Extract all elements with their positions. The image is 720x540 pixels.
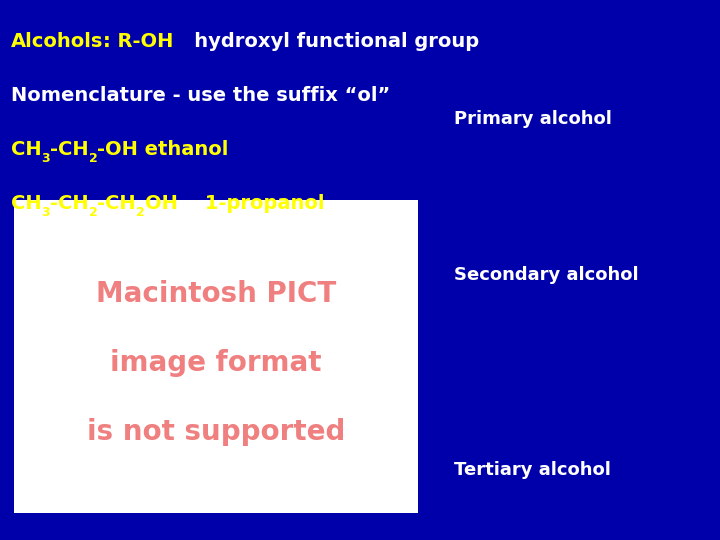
Text: -OH ethanol: -OH ethanol <box>97 140 229 159</box>
Text: Primary alcohol: Primary alcohol <box>454 110 611 128</box>
Text: Tertiary alcohol: Tertiary alcohol <box>454 461 611 479</box>
Text: -CH: -CH <box>50 194 89 213</box>
Text: CH: CH <box>11 140 42 159</box>
Text: 2: 2 <box>136 206 145 219</box>
Text: 3: 3 <box>42 206 50 219</box>
Text: 2: 2 <box>89 152 97 165</box>
Text: OH    1-propanol: OH 1-propanol <box>145 194 324 213</box>
Text: CH: CH <box>11 194 42 213</box>
Text: -CH: -CH <box>50 140 89 159</box>
Text: -CH: -CH <box>97 194 136 213</box>
Text: Nomenclature - use the suffix “ol”: Nomenclature - use the suffix “ol” <box>11 86 390 105</box>
Text: 2: 2 <box>89 206 97 219</box>
Text: hydroxyl functional group: hydroxyl functional group <box>174 32 479 51</box>
Text: Secondary alcohol: Secondary alcohol <box>454 266 638 285</box>
Text: Macintosh PICT: Macintosh PICT <box>96 280 336 308</box>
Text: is not supported: is not supported <box>87 417 345 446</box>
Text: Alcohols: Alcohols <box>11 32 103 51</box>
Text: : R-OH: : R-OH <box>103 32 174 51</box>
Text: 3: 3 <box>42 152 50 165</box>
FancyBboxPatch shape <box>14 200 418 513</box>
Text: image format: image format <box>110 349 322 377</box>
